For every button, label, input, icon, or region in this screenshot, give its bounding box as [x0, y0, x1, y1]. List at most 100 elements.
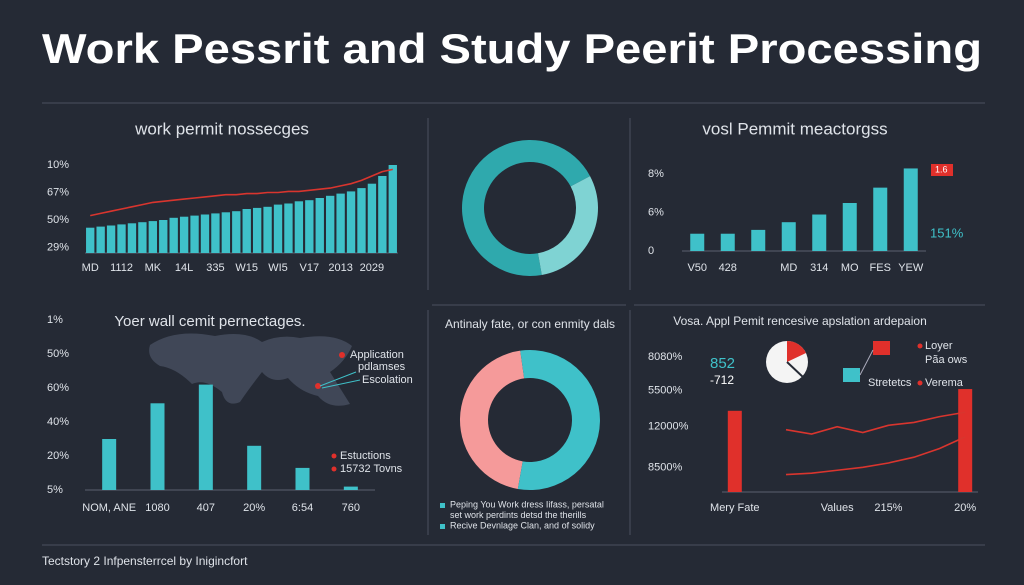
x-tick-label: 14L — [175, 262, 193, 274]
gauge-needle — [786, 361, 805, 379]
bar — [179, 216, 189, 253]
bar — [273, 204, 283, 253]
bar — [247, 445, 262, 490]
annotation: pdlamses — [358, 361, 406, 373]
bar — [86, 227, 95, 253]
indicator-box — [873, 341, 890, 355]
chart-title: work permit nossecges — [134, 119, 309, 138]
line — [785, 411, 966, 435]
bar — [211, 213, 220, 253]
x-tick-label: 314 — [810, 262, 828, 274]
bar — [727, 410, 742, 492]
x-tick-label: NOM, ANE — [82, 502, 136, 514]
legend-dot — [917, 380, 923, 386]
y-tick-label: 12000% — [648, 421, 689, 433]
bar — [138, 222, 147, 253]
donut-slice — [517, 350, 600, 491]
bar — [873, 187, 888, 251]
legend-marker — [440, 503, 445, 508]
legend-note: Peping You Work dress Iifass, persatal — [450, 499, 604, 509]
bar — [263, 206, 272, 253]
donut-slice — [459, 350, 525, 489]
y-tick-label: 50% — [47, 214, 69, 226]
x-tick-label: 407 — [197, 502, 215, 514]
x-tick-label: MO — [841, 262, 859, 274]
chart-title: Yoer wall cemit pernectages. — [114, 313, 305, 330]
bar — [842, 203, 857, 251]
x-tick-label: WI5 — [268, 262, 288, 274]
x-tick-label: 6:54 — [292, 502, 313, 514]
map-connector — [319, 371, 361, 389]
y-tick-label: 8500% — [648, 461, 682, 473]
bar — [232, 211, 241, 253]
y-tick-label: 67% — [47, 186, 69, 198]
bar — [357, 188, 366, 253]
bar — [150, 403, 165, 490]
legend-dot — [331, 453, 337, 459]
bar — [315, 198, 324, 253]
donut-slice — [537, 176, 598, 275]
bar — [221, 212, 231, 253]
x-tick-label: V17 — [300, 262, 320, 274]
bar — [127, 223, 137, 253]
bar — [169, 217, 178, 253]
world-map — [149, 333, 352, 406]
bar — [336, 193, 345, 253]
bar — [148, 221, 157, 253]
map-marker — [339, 352, 345, 358]
legend-note: set work perdints detsd the therills — [450, 510, 587, 520]
page-title: Work Pessrit and Study Peerit Processing — [42, 25, 982, 72]
x-tick-label: 2029 — [360, 262, 384, 274]
legend-note: Recive Devnlage Clan, and of solidy — [450, 520, 595, 530]
x-tick-label: 428 — [719, 262, 737, 274]
x-tick-label: FES — [870, 262, 891, 274]
x-tick-label: 2013 — [328, 262, 352, 274]
y-tick-label: 8% — [648, 168, 664, 180]
bar — [812, 214, 827, 251]
bar — [378, 176, 387, 253]
donut-slice — [461, 140, 591, 277]
map-marker — [315, 383, 321, 389]
x-tick-label: YEW — [898, 262, 924, 274]
bar — [720, 233, 735, 251]
gauge-wedge — [787, 340, 806, 362]
x-tick-label: 20% — [954, 502, 976, 514]
legend-dot — [917, 343, 923, 349]
bar — [252, 207, 262, 253]
x-tick-label: 760 — [342, 502, 360, 514]
annotation: Estuctions — [340, 450, 391, 462]
x-tick-label: MK — [145, 262, 162, 274]
annotation: 15732 Tovns — [340, 463, 403, 475]
y-tick-label: 10% — [47, 159, 69, 171]
x-tick-label: 1080 — [145, 502, 169, 514]
bar — [200, 214, 210, 253]
annotation: Escolation — [362, 374, 413, 386]
x-tick-label: Values — [821, 502, 854, 514]
bar — [903, 168, 918, 251]
connector — [859, 349, 874, 376]
bar — [102, 439, 117, 490]
bar — [781, 222, 796, 251]
bar — [343, 486, 358, 490]
bar — [96, 226, 105, 253]
indicator-box — [843, 368, 860, 382]
annotation: Stretetcs — [868, 377, 912, 389]
bar — [690, 233, 705, 251]
y-tick-label: 0 — [648, 245, 654, 257]
y-tick-label: 60% — [47, 382, 69, 394]
bar — [305, 200, 314, 253]
annotation: -712 — [710, 373, 734, 387]
x-tick-label: Mery Fate — [710, 502, 760, 514]
chart-title: vosl Pemmit meactorgss — [702, 119, 887, 138]
bar — [242, 209, 251, 253]
bar — [284, 203, 293, 253]
chart-title: Vosa. Appl Pemit rencesive apslation ard… — [673, 314, 927, 328]
y-tick-label: 50% — [47, 348, 69, 360]
annotation: 151% — [930, 225, 964, 240]
bar — [190, 215, 199, 253]
x-tick-label: 1112 — [110, 262, 133, 274]
x-tick-label: MD — [82, 262, 99, 274]
bar — [106, 225, 116, 253]
y-tick-label: 5500% — [648, 384, 682, 396]
